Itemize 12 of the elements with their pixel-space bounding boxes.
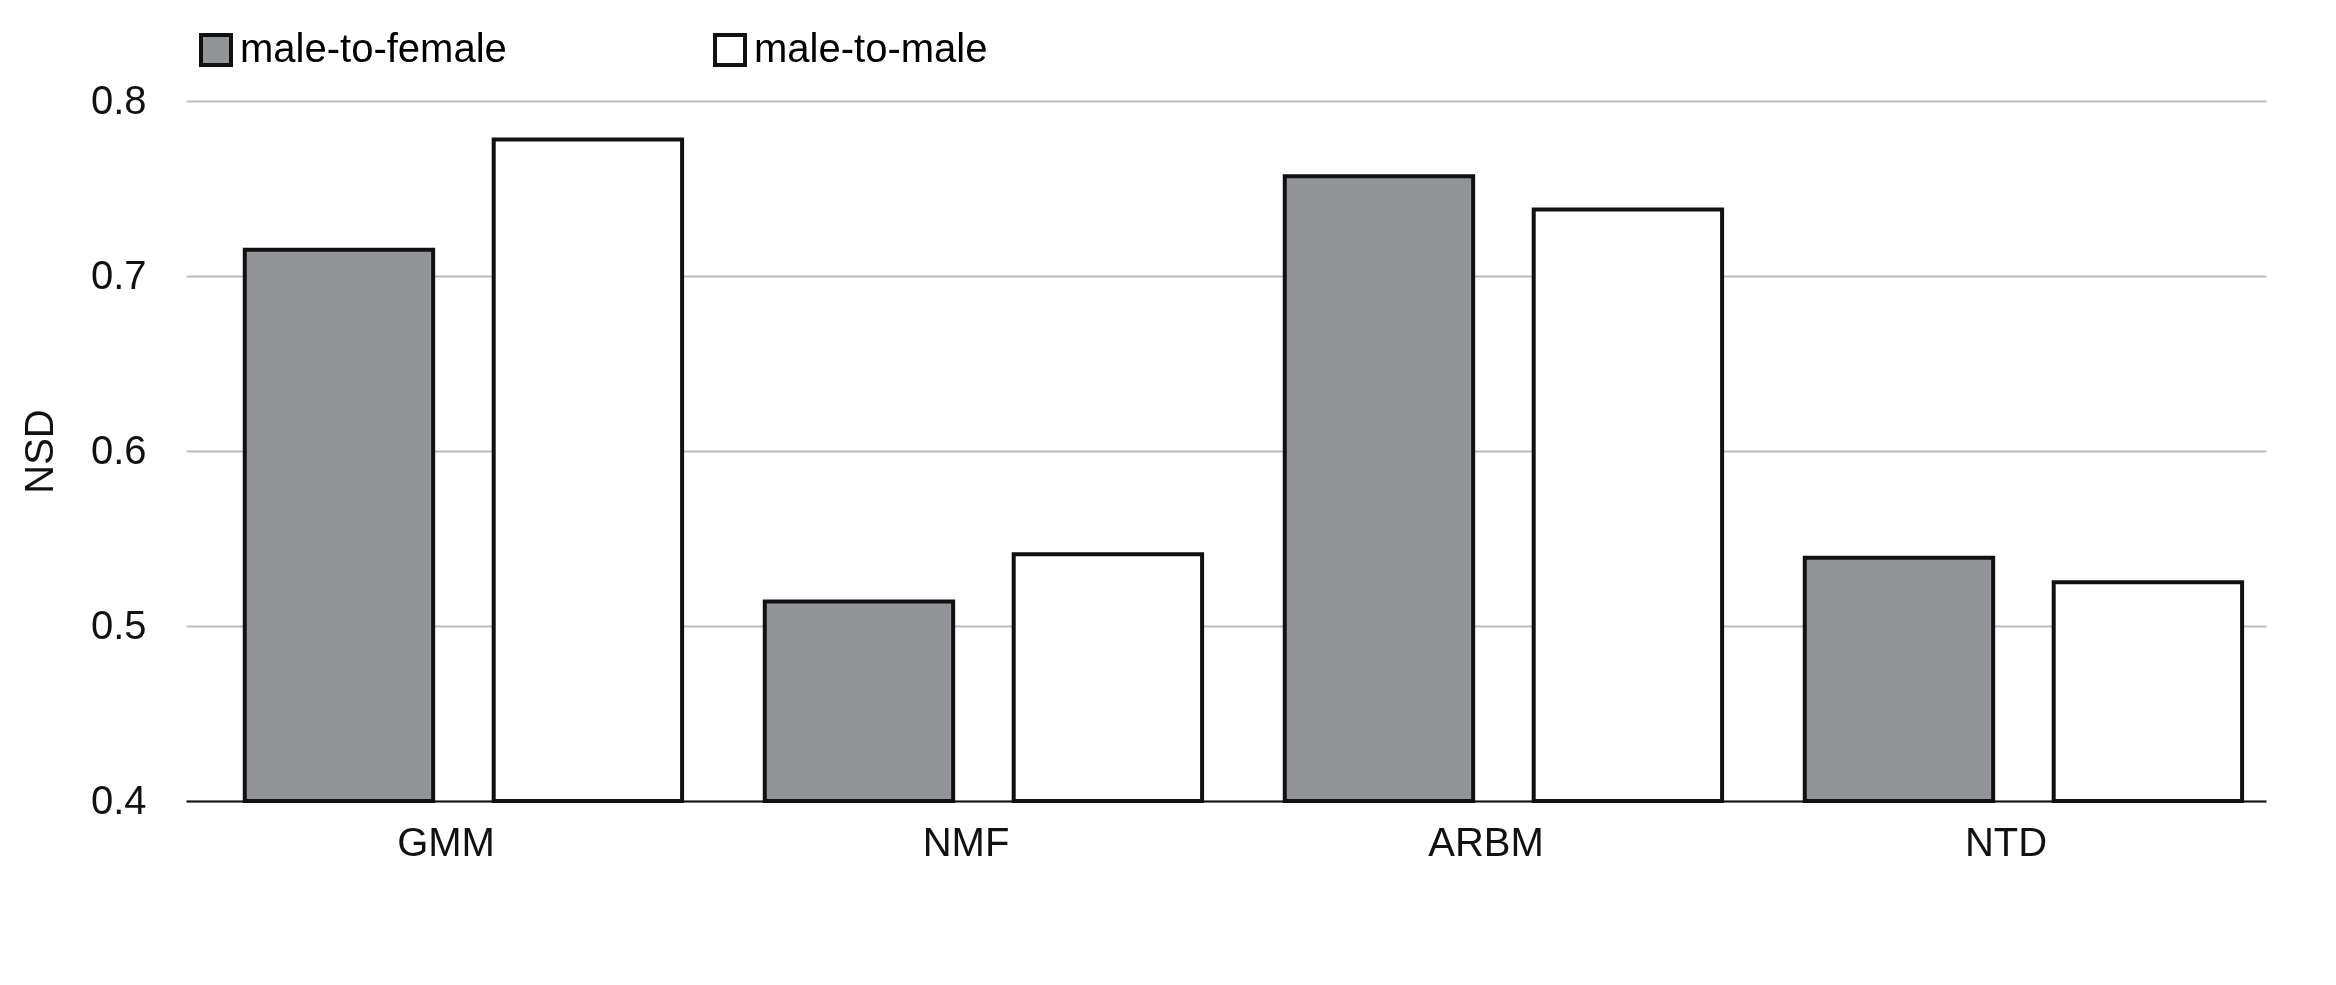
legend-label: male-to-male	[754, 26, 988, 70]
legend-label: male-to-female	[240, 26, 507, 70]
x-tick-label: NMF	[922, 819, 1010, 864]
y-tick-label: 0.8	[90, 77, 147, 122]
y-tick-label: 0.6	[90, 427, 147, 472]
x-tick-label: ARBM	[1428, 819, 1544, 864]
x-tick-label: GMM	[397, 819, 495, 864]
y-axis-title: NSD	[16, 409, 61, 494]
x-tick-label: NTD	[1964, 819, 2048, 864]
y-tick-label: 0.5	[90, 602, 147, 647]
y-tick-label: 0.7	[90, 252, 147, 297]
y-tick-label: 0.4	[90, 777, 147, 822]
